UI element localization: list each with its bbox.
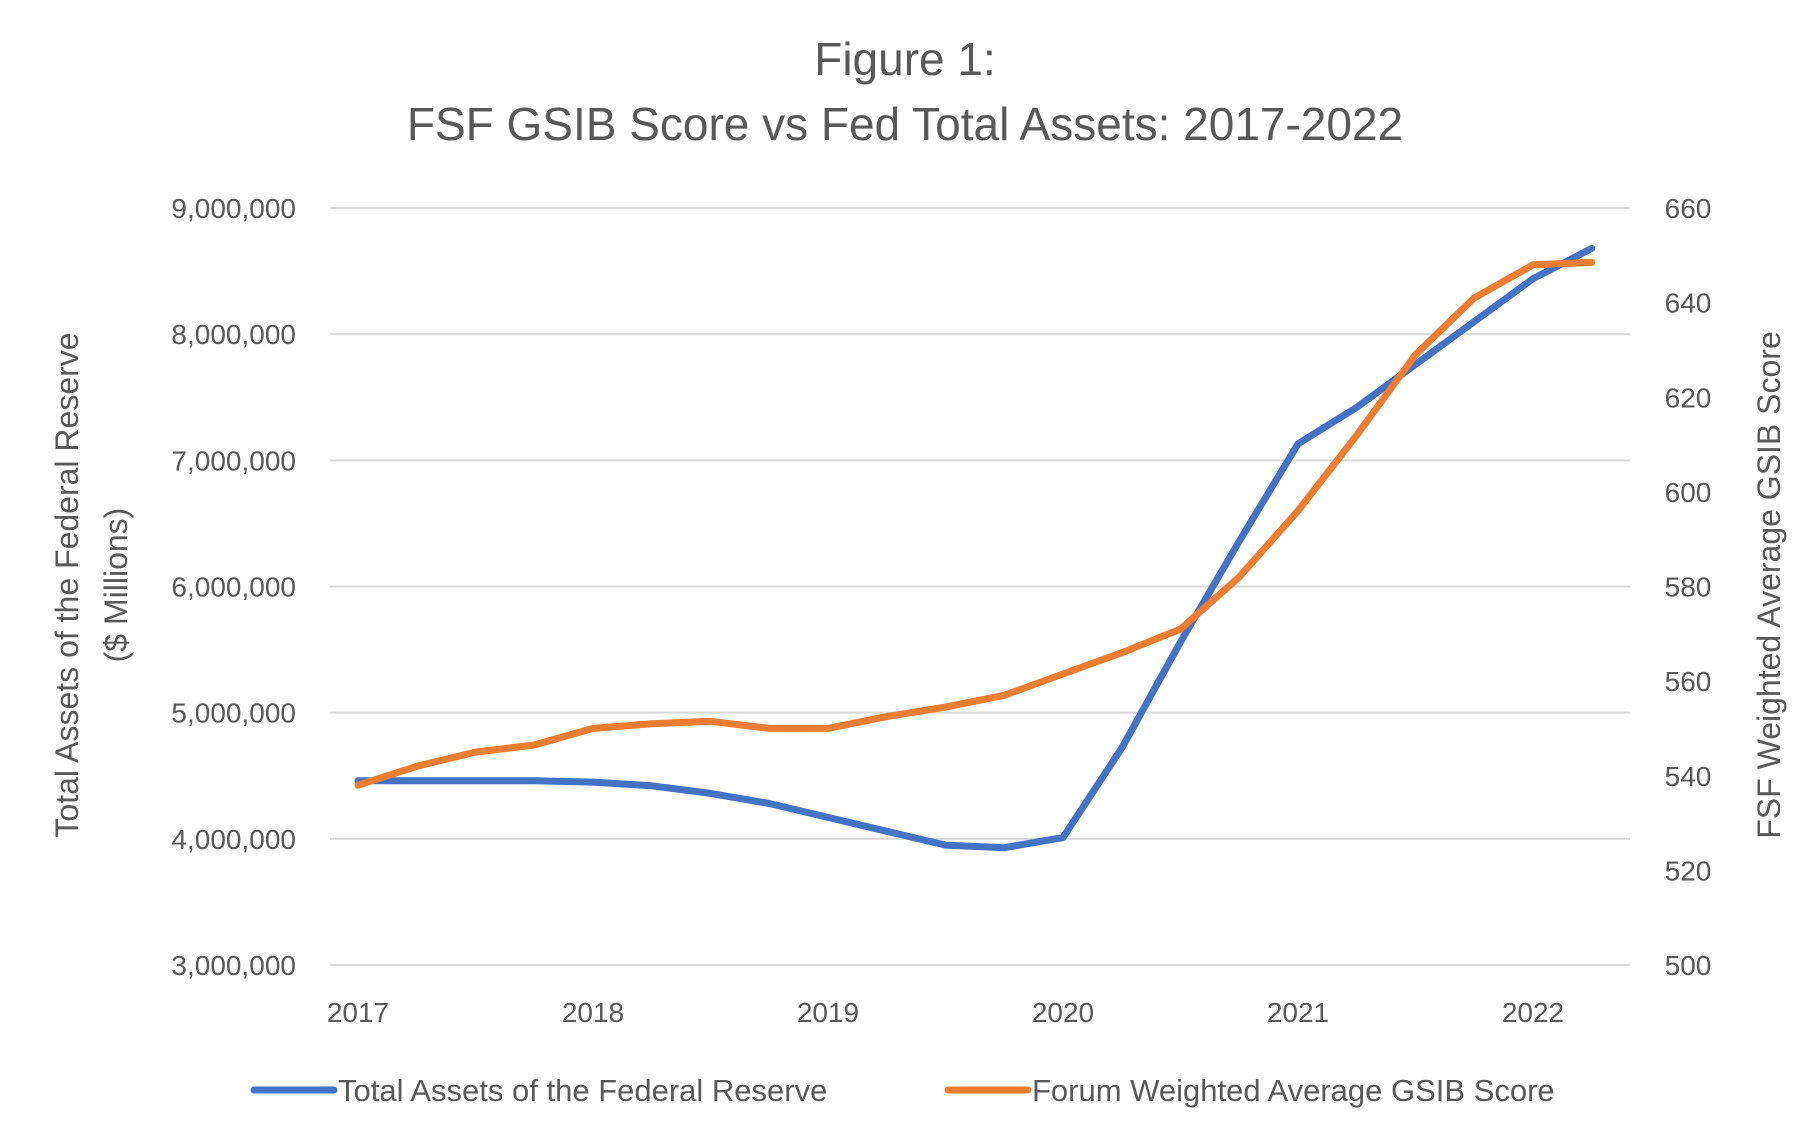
right-tick-label: 520 xyxy=(1665,855,1712,886)
x-tick-label: 2017 xyxy=(327,997,389,1028)
left-tick-label: 3,000,000 xyxy=(171,950,296,981)
left-tick-label: 8,000,000 xyxy=(171,319,296,350)
right-tick-label: 560 xyxy=(1665,666,1712,697)
right-tick-label: 660 xyxy=(1665,193,1712,224)
series-lines xyxy=(354,244,1596,852)
series-line-total-assets xyxy=(354,244,1596,852)
right-tick-label: 580 xyxy=(1665,572,1712,603)
right-tick-label: 500 xyxy=(1665,950,1712,981)
series-line-gsib-score xyxy=(354,258,1596,789)
x-axis-ticks: 2017 2018 2019 2020 2021 2022 xyxy=(327,997,1564,1028)
left-axis-label-line1: Total Assets of the Federal Reserve xyxy=(49,332,85,837)
right-tick-label: 640 xyxy=(1665,288,1712,319)
chart-title-line2: FSF GSIB Score vs Fed Total Assets: 2017… xyxy=(407,98,1403,150)
legend-label-total-assets: Total Assets of the Federal Reserve xyxy=(338,1073,827,1108)
right-tick-label: 540 xyxy=(1665,761,1712,792)
left-axis-label-line2: ($ Millions) xyxy=(98,508,134,663)
x-tick-label: 2022 xyxy=(1502,997,1564,1028)
right-tick-label: 620 xyxy=(1665,382,1712,413)
x-tick-label: 2018 xyxy=(562,997,624,1028)
left-tick-label: 4,000,000 xyxy=(171,824,296,855)
left-tick-label: 9,000,000 xyxy=(171,193,296,224)
chart-title-line1: Figure 1: xyxy=(814,33,996,85)
right-axis-label: FSF Weighted Average GSIB Score xyxy=(1751,331,1787,839)
gridlines xyxy=(330,207,1630,966)
x-tick-label: 2021 xyxy=(1267,997,1329,1028)
left-axis-ticks: 3,000,000 4,000,000 5,000,000 6,000,000 7,00… xyxy=(171,193,296,981)
legend-label-gsib-score: Forum Weighted Average GSIB Score xyxy=(1032,1073,1555,1108)
right-tick-label: 600 xyxy=(1665,477,1712,508)
right-axis-ticks: 500 520 540 560 580 600 620 640 660 xyxy=(1665,193,1712,981)
left-tick-label: 5,000,000 xyxy=(171,698,296,729)
left-tick-label: 7,000,000 xyxy=(171,445,296,476)
left-tick-label: 6,000,000 xyxy=(171,572,296,603)
legend: Total Assets of the Federal Reserve Foru… xyxy=(250,1073,1555,1108)
x-tick-label: 2019 xyxy=(797,997,859,1028)
x-tick-label: 2020 xyxy=(1032,997,1094,1028)
